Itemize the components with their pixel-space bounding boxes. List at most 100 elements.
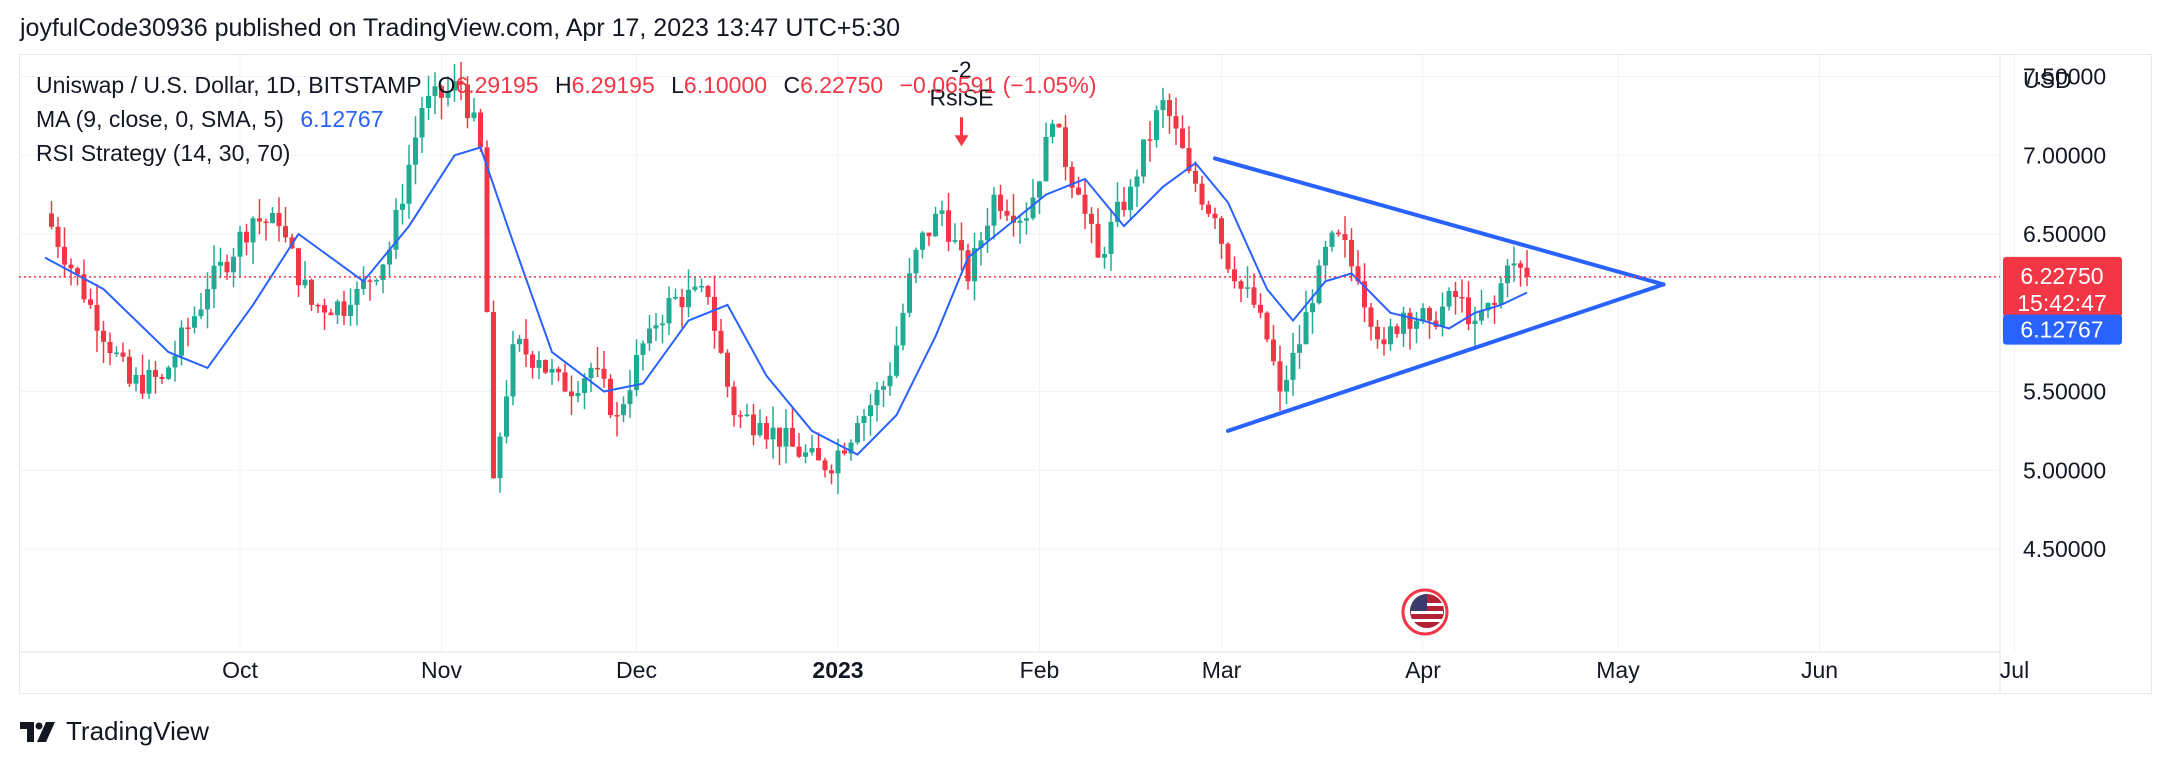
bar-countdown-label: 15:42:47 xyxy=(2017,290,2107,316)
candle-body xyxy=(458,81,464,85)
moving-average-layer xyxy=(44,146,1528,456)
candle-body xyxy=(1375,326,1380,340)
legend-change: −0.06591 (−1.05%) xyxy=(899,72,1097,98)
candle-body xyxy=(452,81,457,91)
candle-body xyxy=(205,289,210,310)
currency-label: USD xyxy=(2023,67,2072,93)
candle-body xyxy=(257,218,262,222)
candle-body xyxy=(484,147,490,312)
legend-ma-label: MA (9, close, 0, SMA, 5) xyxy=(36,106,284,132)
candle-body xyxy=(237,231,243,257)
candle-body xyxy=(439,86,444,98)
candle-body xyxy=(835,450,841,474)
candle-body xyxy=(283,226,288,238)
candle-body xyxy=(1427,308,1432,321)
candle-body xyxy=(413,137,418,165)
candle-body xyxy=(263,221,269,224)
candle-body xyxy=(1505,265,1510,284)
candle-body xyxy=(400,203,405,210)
candle-body xyxy=(1479,310,1484,321)
candle-body xyxy=(1121,201,1127,211)
tradingview-logo[interactable]: TradingView xyxy=(20,716,209,747)
candle-body xyxy=(1024,218,1029,221)
candle-body xyxy=(1472,320,1478,325)
candle-body xyxy=(1141,139,1146,177)
candle-body xyxy=(543,360,548,373)
candle-body xyxy=(62,246,67,265)
candle-body xyxy=(965,250,971,282)
candle-body xyxy=(49,213,54,227)
last-price-label: 6.22750 xyxy=(2020,263,2103,289)
candle-body xyxy=(653,325,659,329)
y-tick-label: 7.50000 xyxy=(2023,64,2106,90)
candle-body xyxy=(1297,344,1302,353)
candle-body xyxy=(94,304,100,331)
legend-close-label: C xyxy=(783,72,801,98)
legend-ma-row[interactable]: MA (9, close, 0, SMA, 5) 6.12767 xyxy=(36,106,384,133)
candle-body xyxy=(1004,210,1010,216)
candle-body xyxy=(1485,302,1491,311)
candle-body xyxy=(666,297,672,324)
candle-body xyxy=(861,416,867,423)
candle-body xyxy=(608,378,613,416)
candle-body xyxy=(920,232,925,250)
candle-body xyxy=(88,299,93,305)
candle-body xyxy=(816,448,821,461)
candle-body xyxy=(140,374,145,394)
candle-body xyxy=(81,274,87,300)
candle-body xyxy=(1401,312,1406,334)
candle-body xyxy=(426,95,431,108)
x-tick-label: May xyxy=(1596,657,1640,683)
last-price-badge xyxy=(2003,256,2122,317)
publisher-line: joyfulCode30936 published on TradingView… xyxy=(20,14,901,42)
candle-body xyxy=(471,112,477,119)
candle-body xyxy=(510,344,516,397)
candle-body xyxy=(1212,213,1218,219)
candle-body xyxy=(907,273,912,313)
candle-body xyxy=(120,352,126,357)
candle-body xyxy=(881,386,886,390)
candle-body xyxy=(549,368,555,373)
candle-body xyxy=(1414,320,1419,329)
candle-body xyxy=(101,330,106,342)
tradingview-icon xyxy=(20,721,55,742)
candle-body xyxy=(1134,176,1140,187)
ma-value-label: 6.12767 xyxy=(2020,317,2103,343)
chart-pane[interactable] xyxy=(19,54,2152,694)
candle-body xyxy=(1498,283,1504,305)
candle-body xyxy=(627,390,633,405)
candle-body xyxy=(1303,312,1309,345)
candle-body xyxy=(679,297,685,308)
candle-body xyxy=(478,112,483,148)
candle-body xyxy=(842,450,847,454)
candle-body xyxy=(634,354,639,391)
candle-body xyxy=(198,309,204,317)
candle-body xyxy=(595,367,600,370)
legend-high-label: H xyxy=(554,72,572,98)
grid-layer xyxy=(19,55,2015,694)
candle-body xyxy=(972,248,977,282)
candle-body xyxy=(1089,213,1094,224)
candle-body xyxy=(1011,215,1016,223)
candle-body xyxy=(621,404,626,416)
candle-body xyxy=(536,360,542,368)
candle-body xyxy=(1245,287,1250,289)
y-tick-label: 5.00000 xyxy=(2023,457,2106,483)
candle-body xyxy=(1030,197,1036,219)
candle-body xyxy=(530,354,535,368)
legend-rsi-row[interactable]: RSI Strategy (14, 30, 70) xyxy=(36,140,290,167)
candle-body xyxy=(933,213,938,237)
x-tick-label: Nov xyxy=(421,657,462,683)
candle-body xyxy=(406,164,412,204)
candle-body xyxy=(647,328,652,344)
legend-open-value: 6.29195 xyxy=(455,72,539,98)
candle-body xyxy=(1290,352,1296,380)
candle-body xyxy=(192,316,197,328)
legend-symbol-row[interactable]: Uniswap / U.S. Dollar, 1D, BITSTAMP O6.2… xyxy=(36,72,1097,99)
y-tick-label: 7.00000 xyxy=(2023,142,2106,168)
us-flag-icon[interactable] xyxy=(1401,588,1449,636)
trendline-layer xyxy=(1213,156,1666,433)
candle-body xyxy=(1342,234,1348,240)
candle-body xyxy=(569,391,574,397)
